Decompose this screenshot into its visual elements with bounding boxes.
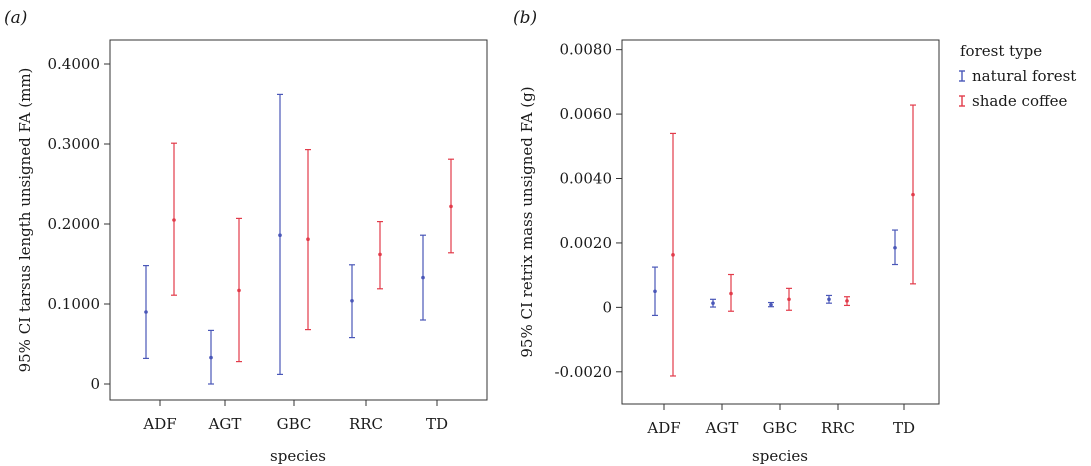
x-tick-label-b: RRC [821, 419, 855, 437]
plot-frame-a [109, 39, 488, 401]
x-tick-label-b: TD [893, 419, 915, 437]
y-tick-label-a: 0.1000 [48, 295, 101, 313]
error-bar-shade-coffee-agt [728, 273, 734, 312]
error-bar-natural-forest-adf [652, 266, 658, 317]
error-bar-natural-forest-rrc [349, 264, 355, 339]
error-bar-natural-forest-td [892, 229, 898, 266]
error-bar-shade-coffee-rrc [844, 296, 850, 307]
legend-label-natural-forest: natural forest [972, 67, 1076, 85]
y-tick-label-a: 0.2000 [48, 215, 101, 233]
mean-point-shade-coffee-td [911, 192, 915, 197]
y-tick-label-a: 0 [90, 375, 100, 393]
error-bar-shade-coffee-rrc [377, 221, 383, 290]
error-bar-shade-coffee-td [448, 158, 454, 254]
mean-point-shade-coffee-rrc [378, 252, 382, 257]
panel-label-b: (b) [513, 8, 537, 28]
y-tick-label-b: 0.0060 [560, 105, 613, 123]
mean-point-natural-forest-gbc [769, 302, 773, 307]
mean-point-shade-coffee-rrc [845, 299, 849, 303]
x-axis-title-a: species [270, 447, 326, 465]
error-bar-natural-forest-gbc [768, 301, 774, 308]
legend-label-shade-coffee: shade coffee [972, 92, 1068, 110]
legend-entry-natural-forest: natural forest [959, 67, 1076, 85]
chart-panel-a: (a) 0 0.1000 0.2000 0.3000 0.4000 ADF AGT GBC R… [4, 8, 488, 465]
mean-point-shade-coffee-adf [172, 218, 176, 222]
error-bar-shade-coffee-adf [670, 132, 676, 377]
legend-entry-shade-coffee: shade coffee [959, 92, 1068, 110]
y-tick-label-b: 0.0040 [560, 170, 613, 188]
mean-point-natural-forest-rrc [827, 297, 831, 302]
error-bar-shade-coffee-gbc [786, 287, 792, 311]
mean-point-shade-coffee-gbc [787, 297, 791, 302]
x-tick-label-b: ADF [646, 419, 680, 437]
y-tick-label-b: 0.0020 [560, 234, 613, 252]
error-bar-shade-coffee-agt [236, 217, 242, 363]
y-axis-title-a: 95% CI tarsus length unsigned FA (mm) [16, 68, 34, 373]
y-axis-b: -0.0020 0 0.0020 0.0040 0.0060 0.0080 [554, 41, 622, 381]
mean-point-natural-forest-rrc [350, 299, 354, 303]
mean-point-shade-coffee-adf [671, 253, 675, 257]
error-bar-natural-forest-gbc [277, 93, 283, 375]
mean-point-shade-coffee-agt [237, 288, 241, 293]
mean-point-natural-forest-agt [209, 355, 213, 360]
x-axis-title-b: species [752, 447, 808, 465]
error-bar-shade-coffee-adf [171, 142, 177, 296]
y-axis-a: 0 0.1000 0.2000 0.3000 0.4000 [48, 55, 110, 393]
mean-point-shade-coffee-agt [729, 291, 733, 296]
y-axis-title-b: 95% CI retrix mass unsigned FA (g) [518, 86, 536, 357]
error-bar-natural-forest-agt [710, 298, 716, 308]
y-tick-label-a: 0.4000 [48, 55, 101, 73]
y-tick-label-b: -0.0020 [554, 363, 612, 381]
mean-point-shade-coffee-td [449, 204, 453, 209]
x-tick-label-a: TD [426, 415, 448, 433]
error-bar-natural-forest-agt [208, 329, 214, 385]
error-bar-natural-forest-rrc [826, 294, 832, 304]
legend-symbol-shade-coffee [959, 95, 965, 107]
mean-point-natural-forest-adf [144, 310, 148, 314]
legend-symbol-natural-forest [959, 70, 965, 82]
error-bars-b [652, 104, 916, 377]
error-bar-natural-forest-adf [143, 265, 149, 359]
x-axis-a: ADF AGT GBC RRC TD [142, 400, 448, 433]
x-tick-label-a: RRC [349, 415, 383, 433]
mean-point-natural-forest-td [893, 245, 897, 250]
y-tick-label-b: 0.0080 [560, 41, 613, 59]
mean-point-natural-forest-gbc [278, 233, 282, 237]
x-tick-label-b: GBC [763, 419, 798, 437]
legend-title: forest type [960, 42, 1042, 60]
x-tick-label-a: AGT [208, 415, 242, 433]
mean-point-natural-forest-adf [653, 289, 657, 294]
error-bar-natural-forest-td [420, 234, 426, 321]
legend: forest type natural forest shade coffee [959, 42, 1076, 110]
plot-frame-b [621, 39, 940, 405]
error-bars-a [143, 93, 454, 385]
panel-label-a: (a) [4, 8, 27, 28]
x-tick-label-a: ADF [142, 415, 176, 433]
error-bar-shade-coffee-td [910, 104, 916, 285]
mean-point-natural-forest-td [421, 275, 425, 280]
mean-point-natural-forest-agt [711, 301, 715, 305]
chart-panel-b: (b) -0.0020 0 0.0020 0.0040 0.0060 0.0080 ADF… [513, 8, 940, 465]
x-tick-label-a: GBC [277, 415, 312, 433]
mean-point-shade-coffee-gbc [306, 237, 310, 241]
y-tick-label-b: 0 [602, 298, 612, 316]
y-tick-label-a: 0.3000 [48, 135, 101, 153]
error-bar-shade-coffee-gbc [305, 149, 311, 331]
x-tick-label-b: AGT [705, 419, 739, 437]
x-axis-b: ADF AGT GBC RRC TD [646, 404, 915, 437]
